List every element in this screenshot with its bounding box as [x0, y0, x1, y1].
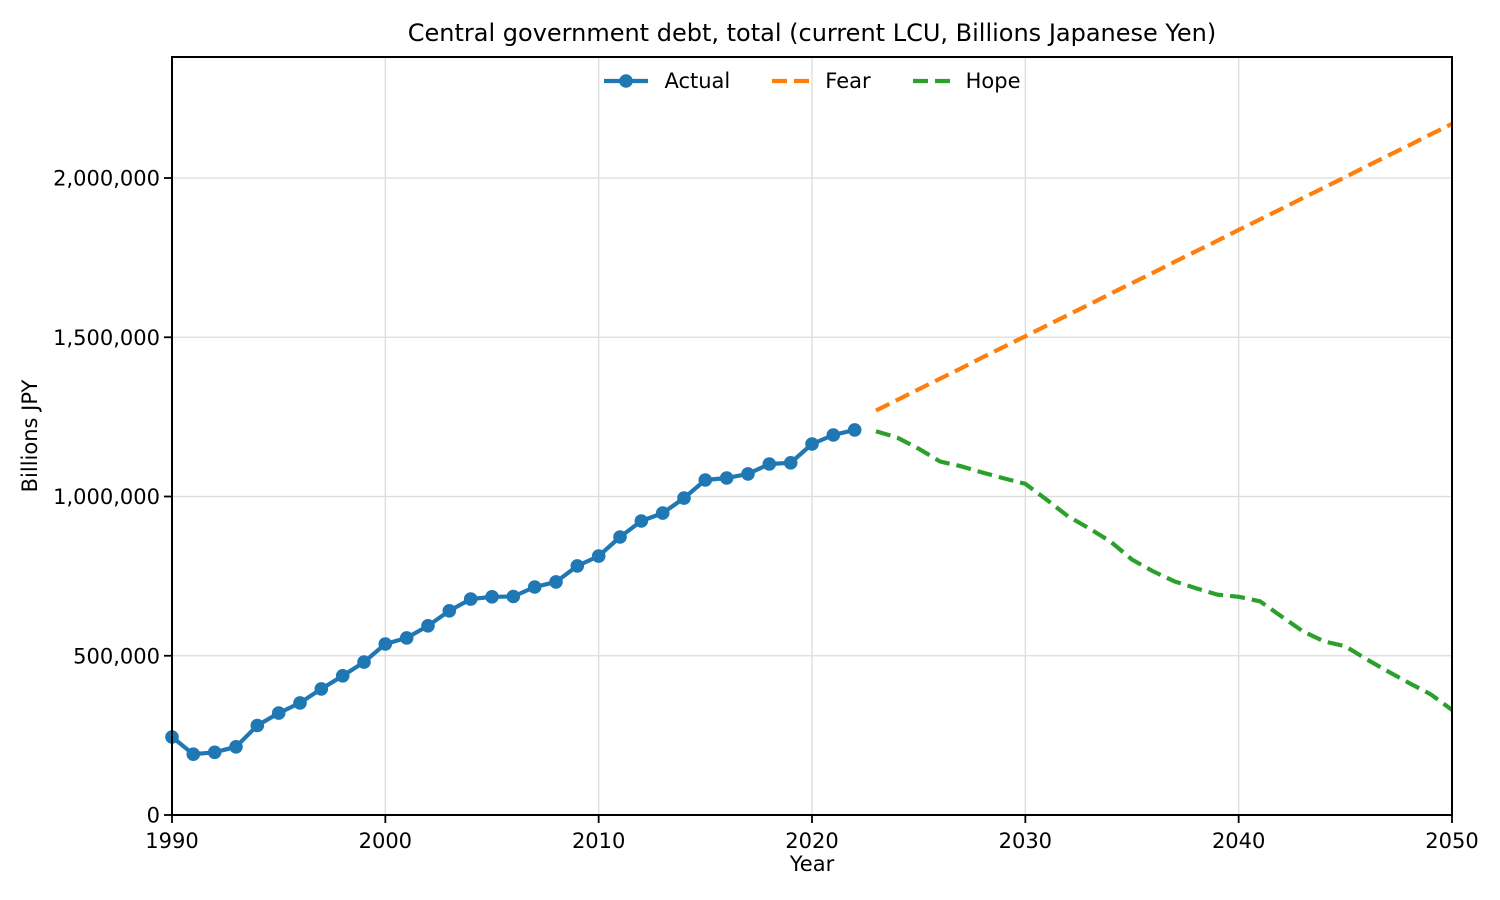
- series-actual-marker: [634, 514, 649, 528]
- y-axis-label: Billions JPY: [18, 379, 42, 493]
- series-actual-marker: [442, 604, 457, 618]
- series-actual-marker: [506, 589, 521, 604]
- series-actual-marker: [570, 559, 585, 573]
- series-actual-marker: [250, 718, 265, 733]
- y-tick-label: 500,000: [73, 644, 160, 668]
- legend-label-fear: Fear: [825, 69, 871, 93]
- series-actual-marker: [271, 706, 286, 720]
- series-actual-marker: [783, 456, 798, 470]
- series-actual-marker: [698, 473, 713, 487]
- series-actual-marker: [591, 549, 606, 563]
- legend-item-fear: Fear: [772, 69, 871, 93]
- y-tick-label: 1,500,000: [53, 326, 160, 350]
- series-actual-marker: [421, 619, 435, 633]
- series-fear-line: [875, 122, 1453, 413]
- legend-sample-fear-icon: [772, 78, 811, 84]
- legend-item-actual: Actual: [603, 69, 730, 93]
- series-actual-marker: [399, 631, 414, 645]
- x-tick-label: 2040: [1212, 829, 1265, 853]
- series-actual-marker: [314, 682, 329, 696]
- series-actual-marker: [805, 437, 819, 451]
- series-actual-marker: [655, 506, 670, 520]
- legend: Actual Fear Hope: [172, 69, 1452, 93]
- series-actual-marker: [357, 655, 371, 669]
- series-actual-marker: [378, 637, 393, 651]
- series-hope-line: [875, 429, 1454, 712]
- series-actual-marker: [186, 747, 201, 761]
- legend-item-hope: Hope: [912, 69, 1021, 93]
- x-tick-label: 2010: [572, 829, 625, 853]
- series-actual-marker: [719, 471, 734, 485]
- series-actual-marker: [293, 696, 307, 710]
- x-tick-label: 2000: [359, 829, 412, 853]
- legend-actual-marker: [619, 74, 634, 88]
- chart-title: Central government debt, total (current …: [407, 19, 1217, 47]
- y-tick-label: 2,000,000: [53, 167, 160, 191]
- series-actual-marker: [207, 745, 222, 760]
- legend-sample-hope-icon: [912, 78, 951, 84]
- x-tick-label: 2050: [1425, 829, 1478, 853]
- series-actual-marker: [485, 590, 499, 604]
- x-tick-label: 2030: [999, 829, 1052, 853]
- y-tick-label: 1,000,000: [53, 485, 160, 509]
- legend-label-hope: Hope: [965, 69, 1021, 93]
- series-actual-marker: [229, 740, 243, 754]
- series-actual-marker: [741, 467, 755, 481]
- series-actual-marker: [527, 580, 542, 594]
- series-actual-marker: [463, 592, 478, 606]
- series-actual-marker: [847, 423, 862, 437]
- series-actual-marker: [335, 669, 350, 683]
- legend-sample-actual-icon: [604, 74, 649, 88]
- x-axis-label: Year: [789, 852, 835, 876]
- series-actual-marker: [677, 491, 691, 505]
- series-actual-marker: [613, 530, 627, 544]
- x-tick-label: 1990: [145, 829, 198, 853]
- y-tick-label: 0: [147, 804, 160, 828]
- series-actual-marker: [762, 457, 777, 471]
- series-actual-marker: [826, 428, 841, 442]
- legend-label-actual: Actual: [664, 69, 731, 93]
- x-tick-label: 2020: [785, 829, 838, 853]
- series-actual-marker: [549, 575, 563, 589]
